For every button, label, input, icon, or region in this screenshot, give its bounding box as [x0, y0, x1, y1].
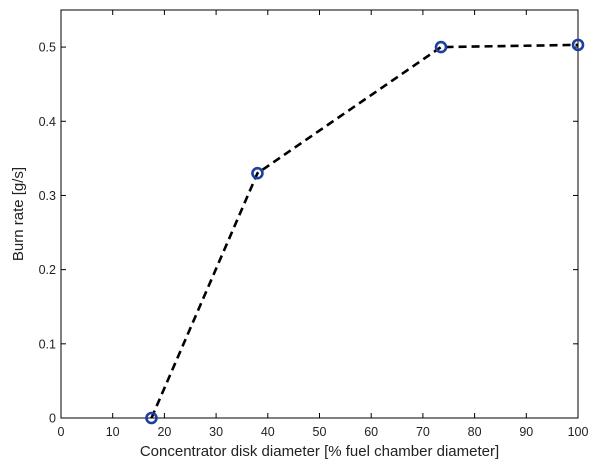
data-point	[251, 166, 264, 180]
x-tick-label: 100	[568, 425, 589, 439]
x-tick-label: 0	[58, 425, 65, 439]
x-tick-label: 10	[106, 425, 120, 439]
x-tick-label: 30	[209, 425, 223, 439]
series-line	[150, 43, 579, 419]
x-tick-label: 90	[519, 425, 533, 439]
y-tick-label: 0.3	[39, 189, 56, 203]
data-point	[571, 38, 585, 52]
axis-ticks: 0 10 20 30 40 50 60 70 80 90 100 0 0.1 0.2 0.3 0.4 0.5	[39, 10, 589, 439]
data-point	[145, 411, 158, 425]
x-tick-label: 60	[364, 425, 378, 439]
x-tick-label: 70	[416, 425, 430, 439]
x-tick-label: 50	[313, 425, 327, 439]
x-tick-label: 20	[157, 425, 171, 439]
y-tick-label: 0	[49, 412, 56, 426]
y-tick-label: 0.2	[39, 263, 56, 277]
y-axis-label: Burn rate [g/s]	[10, 167, 27, 261]
x-axis-label: Concentrator disk diameter [% fuel chamb…	[140, 443, 499, 460]
plot-frame	[60, 9, 579, 419]
x-tick-label: 40	[261, 425, 275, 439]
series-group	[145, 38, 585, 425]
y-tick-label: 0.5	[39, 41, 56, 55]
y-tick-label: 0.4	[39, 115, 56, 129]
y-tick-label: 0.1	[39, 337, 56, 351]
x-tick-label: 80	[468, 425, 482, 439]
data-point	[434, 40, 448, 54]
